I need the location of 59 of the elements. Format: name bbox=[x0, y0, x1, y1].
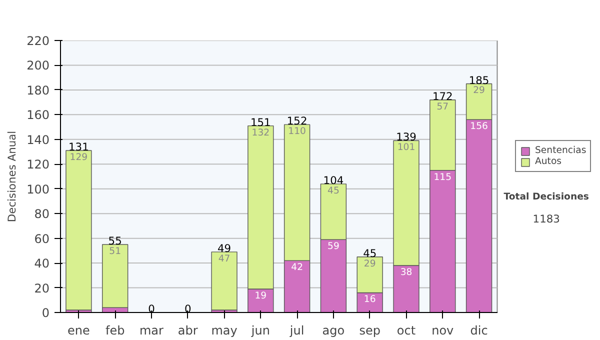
x-tick-label: oct bbox=[396, 324, 416, 338]
total-label: 172 bbox=[432, 90, 453, 103]
data-label: 42 bbox=[291, 262, 304, 274]
total-label: 151 bbox=[250, 116, 271, 129]
data-label: 51 bbox=[109, 246, 122, 257]
text: 1183 bbox=[532, 212, 560, 226]
y-tick-label: 60 bbox=[34, 232, 50, 246]
y-tick-label: 220 bbox=[26, 34, 50, 48]
legend-label: Autos bbox=[535, 156, 562, 167]
x-tick-label: feb bbox=[105, 324, 125, 338]
y-tick-label: 0 bbox=[42, 306, 50, 320]
x-tick-label: mar bbox=[140, 324, 164, 338]
data-label: 38 bbox=[400, 266, 412, 278]
x-tick-label: ago bbox=[322, 324, 345, 338]
y-tick-label: 200 bbox=[26, 58, 50, 73]
y-tick-label: 40 bbox=[34, 256, 50, 271]
total-label: 139 bbox=[396, 130, 417, 144]
x-tick-label: jul bbox=[288, 324, 304, 338]
y-tick-label: 100 bbox=[26, 182, 50, 196]
data-label: 19 bbox=[254, 290, 267, 302]
data-label: 47 bbox=[218, 253, 230, 264]
data-label: 115 bbox=[434, 172, 452, 183]
data-label: 156 bbox=[470, 121, 488, 132]
x-tick-label: sep bbox=[359, 324, 380, 338]
data-label: 57 bbox=[436, 101, 449, 112]
total-label: 131 bbox=[68, 140, 89, 154]
x-tick-label: may bbox=[211, 324, 238, 338]
y-tick-label: 140 bbox=[26, 132, 50, 147]
data-label: 101 bbox=[397, 142, 416, 154]
y-tick-label: 160 bbox=[26, 108, 50, 122]
total-label: 152 bbox=[286, 114, 308, 128]
data-label: 132 bbox=[252, 127, 270, 138]
x-tick-label: ene bbox=[68, 324, 90, 338]
y-tick-label: 20 bbox=[34, 281, 50, 296]
total-label: 104 bbox=[323, 174, 344, 187]
bar bbox=[102, 244, 128, 308]
data-label: 59 bbox=[328, 241, 340, 252]
data-label: 16 bbox=[364, 294, 376, 306]
total-label: 49 bbox=[217, 242, 232, 255]
y-tick-label: 180 bbox=[26, 83, 50, 98]
total-label: 185 bbox=[468, 74, 490, 87]
x-tick-label: nov bbox=[432, 324, 454, 338]
data-label: 110 bbox=[288, 126, 306, 138]
bar bbox=[66, 150, 92, 310]
x-tick-label: dic bbox=[470, 324, 488, 338]
total-label: 45 bbox=[363, 246, 377, 260]
data-label: 129 bbox=[70, 152, 88, 164]
legend-label: Sentencias bbox=[535, 145, 586, 156]
x-tick-label: abr bbox=[178, 324, 198, 338]
bar bbox=[211, 252, 238, 310]
x-tick-label: jun bbox=[250, 324, 270, 338]
data-label: 45 bbox=[328, 185, 340, 196]
y-axis-title: Decisiones Anual bbox=[6, 130, 19, 222]
data-label: 29 bbox=[364, 258, 376, 270]
data-label: 29 bbox=[473, 85, 486, 96]
total-label: 55 bbox=[108, 234, 122, 248]
y-tick-label: 80 bbox=[34, 207, 50, 222]
text: Total Decisiones bbox=[504, 192, 590, 202]
y-tick-label: 120 bbox=[26, 158, 50, 172]
